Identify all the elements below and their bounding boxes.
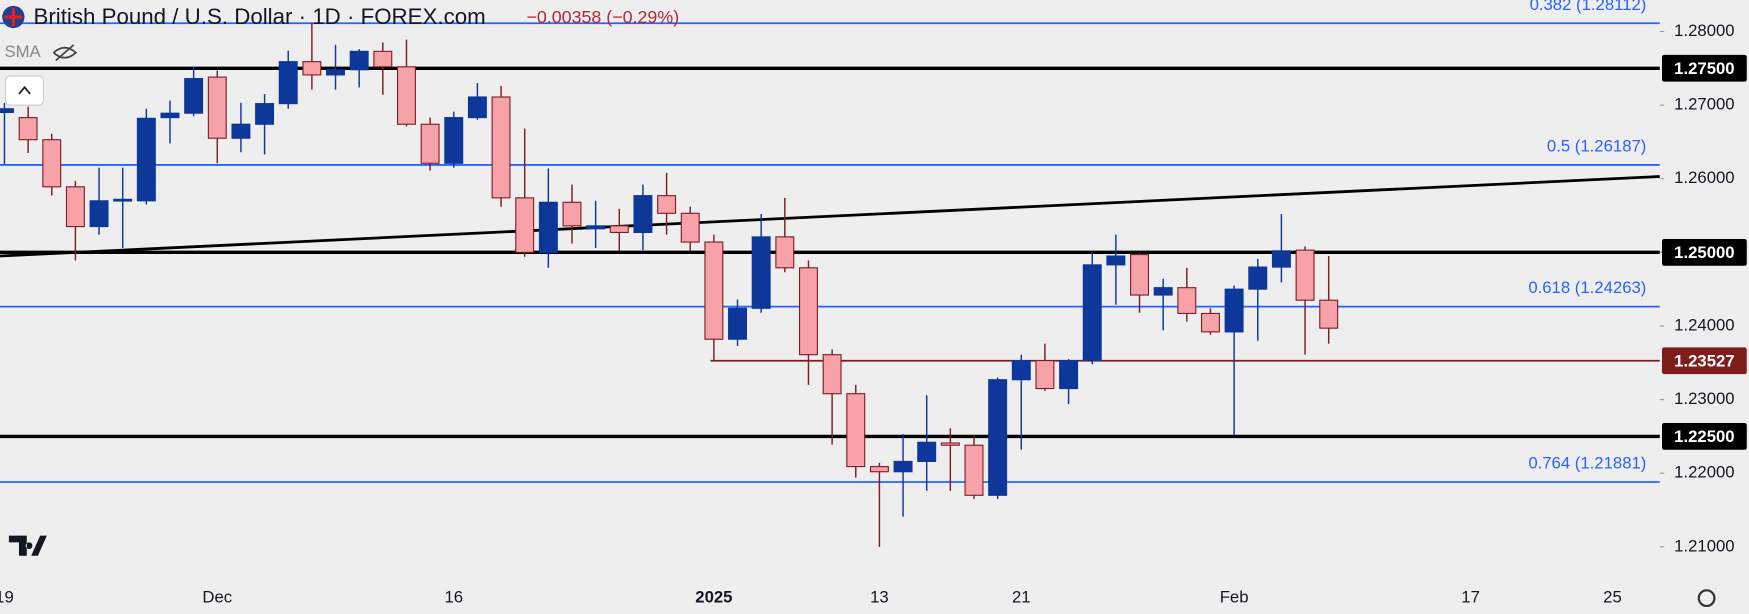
price-label: 1.22500	[1674, 427, 1734, 446]
candle-body	[1224, 288, 1244, 333]
collapse-icon	[18, 85, 31, 95]
fib-label: 0.764 (1.21881)	[1528, 454, 1646, 473]
candle-body	[1082, 264, 1102, 362]
candle-body	[822, 354, 842, 395]
candle-body	[278, 61, 298, 105]
price-change: −0.00358 (−0.29%)	[526, 7, 679, 27]
candle-body	[207, 76, 227, 139]
candle-body	[42, 139, 62, 188]
candle-body	[775, 236, 795, 269]
y-tick-label: 1.27000	[1674, 95, 1734, 114]
fib-label: 0.5 (1.26187)	[1547, 137, 1646, 156]
candle-body	[538, 201, 558, 253]
candle-body	[1059, 360, 1079, 390]
candle-body	[136, 117, 156, 202]
candle-body	[1153, 287, 1173, 296]
candle-body	[1035, 360, 1055, 390]
candle-body	[657, 195, 677, 214]
candle-body	[1200, 312, 1220, 333]
x-tick-label: 21	[1012, 588, 1031, 607]
candle-body	[633, 195, 653, 234]
candle-body	[515, 197, 535, 253]
candle-body	[231, 123, 251, 139]
x-tick-label: 25	[1603, 588, 1622, 607]
collapse-button[interactable]	[5, 75, 45, 106]
x-tick-label: 13	[870, 588, 889, 607]
candle-body	[846, 393, 866, 468]
y-tick-label: 1.22000	[1674, 463, 1734, 482]
candle-body	[893, 460, 913, 473]
x-tick-label: 16	[444, 588, 463, 607]
settings-button[interactable]	[1697, 589, 1716, 608]
price-label-box	[1661, 238, 1747, 266]
candle-body	[728, 307, 748, 340]
x-tick-label: Feb	[1220, 588, 1249, 607]
candle-body	[0, 108, 14, 114]
candle-body	[680, 212, 700, 243]
candle-body	[113, 198, 133, 202]
candle-body	[609, 225, 629, 234]
candle-body	[396, 66, 416, 125]
candle-body	[302, 61, 322, 76]
price-label-box	[1661, 423, 1747, 450]
candle-body	[444, 117, 464, 164]
candle-body	[940, 442, 960, 446]
price-label-box	[1661, 54, 1747, 82]
candle-body	[1130, 253, 1150, 296]
price-label: 1.23527	[1674, 351, 1734, 370]
price-label: 1.27500	[1674, 59, 1734, 78]
flag-cross	[4, 8, 23, 26]
candle-body	[349, 50, 369, 71]
price-label-box	[1661, 347, 1747, 375]
indicator-label[interactable]: SMA	[4, 42, 41, 61]
y-tick-label: 1.23000	[1674, 389, 1734, 408]
logo	[8, 535, 47, 556]
x-tick-label: 2025	[695, 588, 732, 607]
candle-body	[917, 441, 937, 462]
candle-body	[1295, 249, 1315, 301]
candle-body	[869, 466, 889, 473]
candle-body	[1177, 287, 1197, 315]
y-tick-label: 1.28000	[1674, 21, 1734, 40]
candle-body	[1271, 250, 1291, 268]
candle-body	[255, 103, 275, 125]
candle-body	[988, 379, 1008, 496]
candle-body	[65, 186, 85, 228]
y-tick-label: 1.24000	[1674, 315, 1734, 334]
candle-body	[184, 78, 204, 114]
price-label: 1.25000	[1674, 243, 1734, 262]
x-tick-label: 19	[0, 588, 14, 607]
candle-body	[373, 50, 393, 68]
candle-body	[491, 96, 511, 199]
visibility-icon[interactable]	[52, 44, 78, 62]
x-tick-label: Dec	[202, 588, 232, 607]
candle-body	[704, 241, 724, 340]
candle-body	[562, 201, 582, 227]
fib-label: 0.618 (1.24263)	[1528, 278, 1646, 297]
y-tick-label: 1.26000	[1674, 168, 1734, 187]
candle-body	[89, 200, 109, 228]
candle-body	[1011, 360, 1031, 381]
candle-body	[1106, 255, 1126, 266]
trendline	[0, 175, 1660, 258]
candle-body	[326, 69, 346, 76]
x-tick-label: 17	[1461, 588, 1480, 607]
candle-body	[160, 112, 180, 119]
candle-body	[1248, 266, 1268, 290]
candle-body	[964, 444, 984, 496]
candle-body	[1319, 299, 1339, 329]
chart-title: British Pound / U.S. Dollar · 1D · FOREX…	[33, 4, 485, 29]
candle-body	[467, 96, 487, 119]
candle-body	[18, 117, 38, 141]
y-tick-label: 1.21000	[1674, 536, 1734, 555]
fib-label: 0.382 (1.28112)	[1530, 0, 1647, 14]
candle-body	[798, 267, 818, 356]
candle-body	[586, 225, 606, 230]
candle-body	[751, 236, 771, 309]
candle-body	[420, 123, 440, 164]
